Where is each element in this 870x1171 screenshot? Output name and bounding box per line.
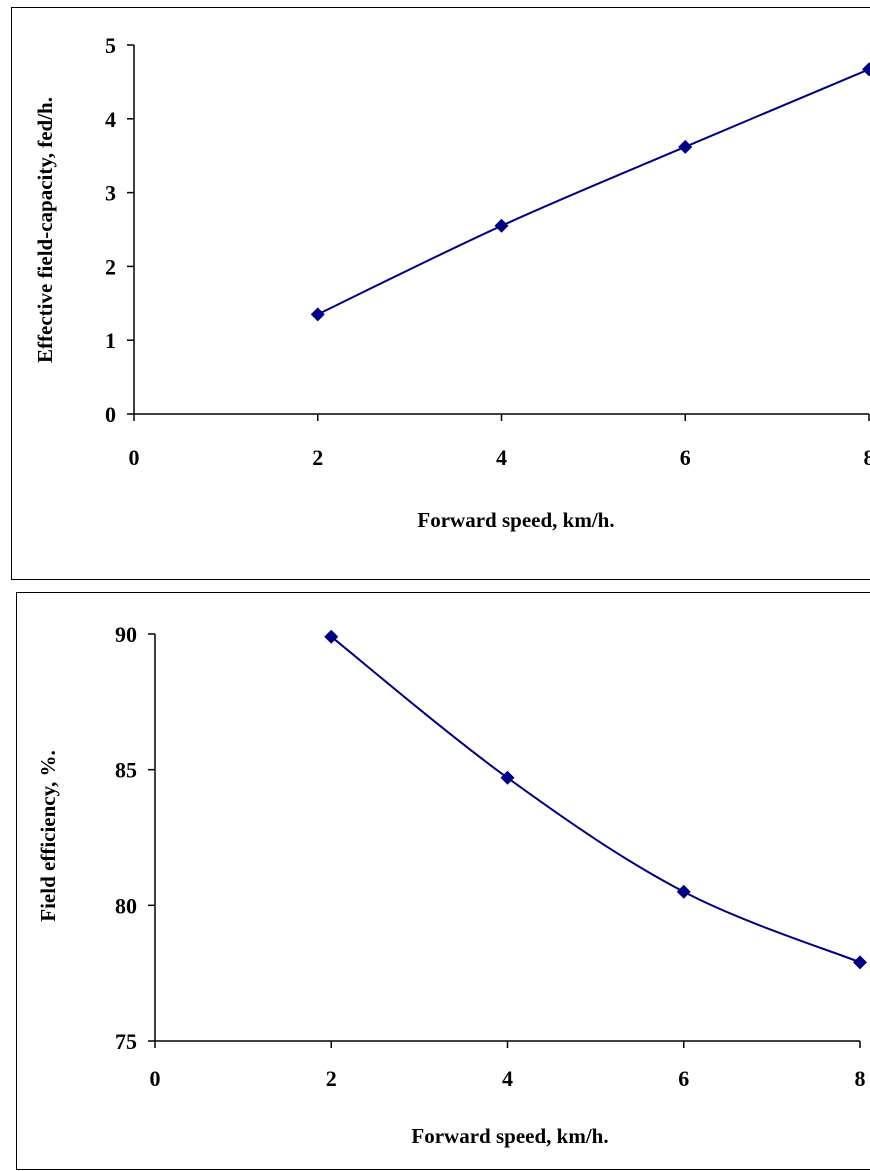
x-tick-label: 8 [855,1066,866,1091]
data-point-marker [310,307,325,322]
x-tick-label: 6 [678,1066,689,1091]
chart-field-efficiency: 75 80 85 90 0 2 4 6 8 Forward speed, km/h. Field e… [36,622,867,1148]
y-tick-label: 0 [105,402,116,427]
y-tick-label: 5 [105,33,116,58]
x-tick-label: 8 [864,445,870,470]
x-tick-label: 2 [326,1066,337,1091]
chart-panel-field-capacity: 0 1 2 3 4 5 0 2 4 6 8 Forward speed, km/h. Effective… [11,7,870,580]
y-tick-label: 4 [105,107,116,132]
data-point-marker [678,139,693,154]
x-axis-title: Forward speed, km/h. [417,508,614,532]
data-point-marker [853,955,867,970]
y-tick-label: 85 [115,758,137,783]
y-tick-label: 2 [105,254,116,279]
data-point-marker [862,62,870,77]
data-point-marker [676,884,691,899]
series-line [330,635,861,964]
y-axis-title: Field efficiency, %. [36,750,60,921]
data-point-marker [324,629,339,644]
x-tick-label: 4 [496,445,507,470]
x-axis-title: Forward speed, km/h. [411,1124,608,1148]
x-tick-label: 0 [129,445,140,470]
chart-panel-field-efficiency: 75 80 85 90 0 2 4 6 8 Forward speed, km/h. Field e… [16,592,870,1170]
x-tick-label: 2 [312,445,323,470]
y-axis-title: Effective field-capacity, fed/h. [33,97,57,363]
data-point-marker [500,770,515,785]
x-tick-label: 4 [502,1066,513,1091]
data-point-marker [494,218,509,233]
y-tick-label: 1 [105,328,116,353]
series-line [317,68,870,316]
y-tick-label: 80 [115,893,137,918]
chart-field-capacity: 0 1 2 3 4 5 0 2 4 6 8 Forward speed, km/h. Effective… [33,33,870,532]
y-tick-label: 3 [105,181,116,206]
y-tick-label: 75 [115,1029,137,1054]
x-tick-label: 0 [150,1066,161,1091]
x-tick-label: 6 [680,445,691,470]
y-tick-label: 90 [115,622,137,647]
